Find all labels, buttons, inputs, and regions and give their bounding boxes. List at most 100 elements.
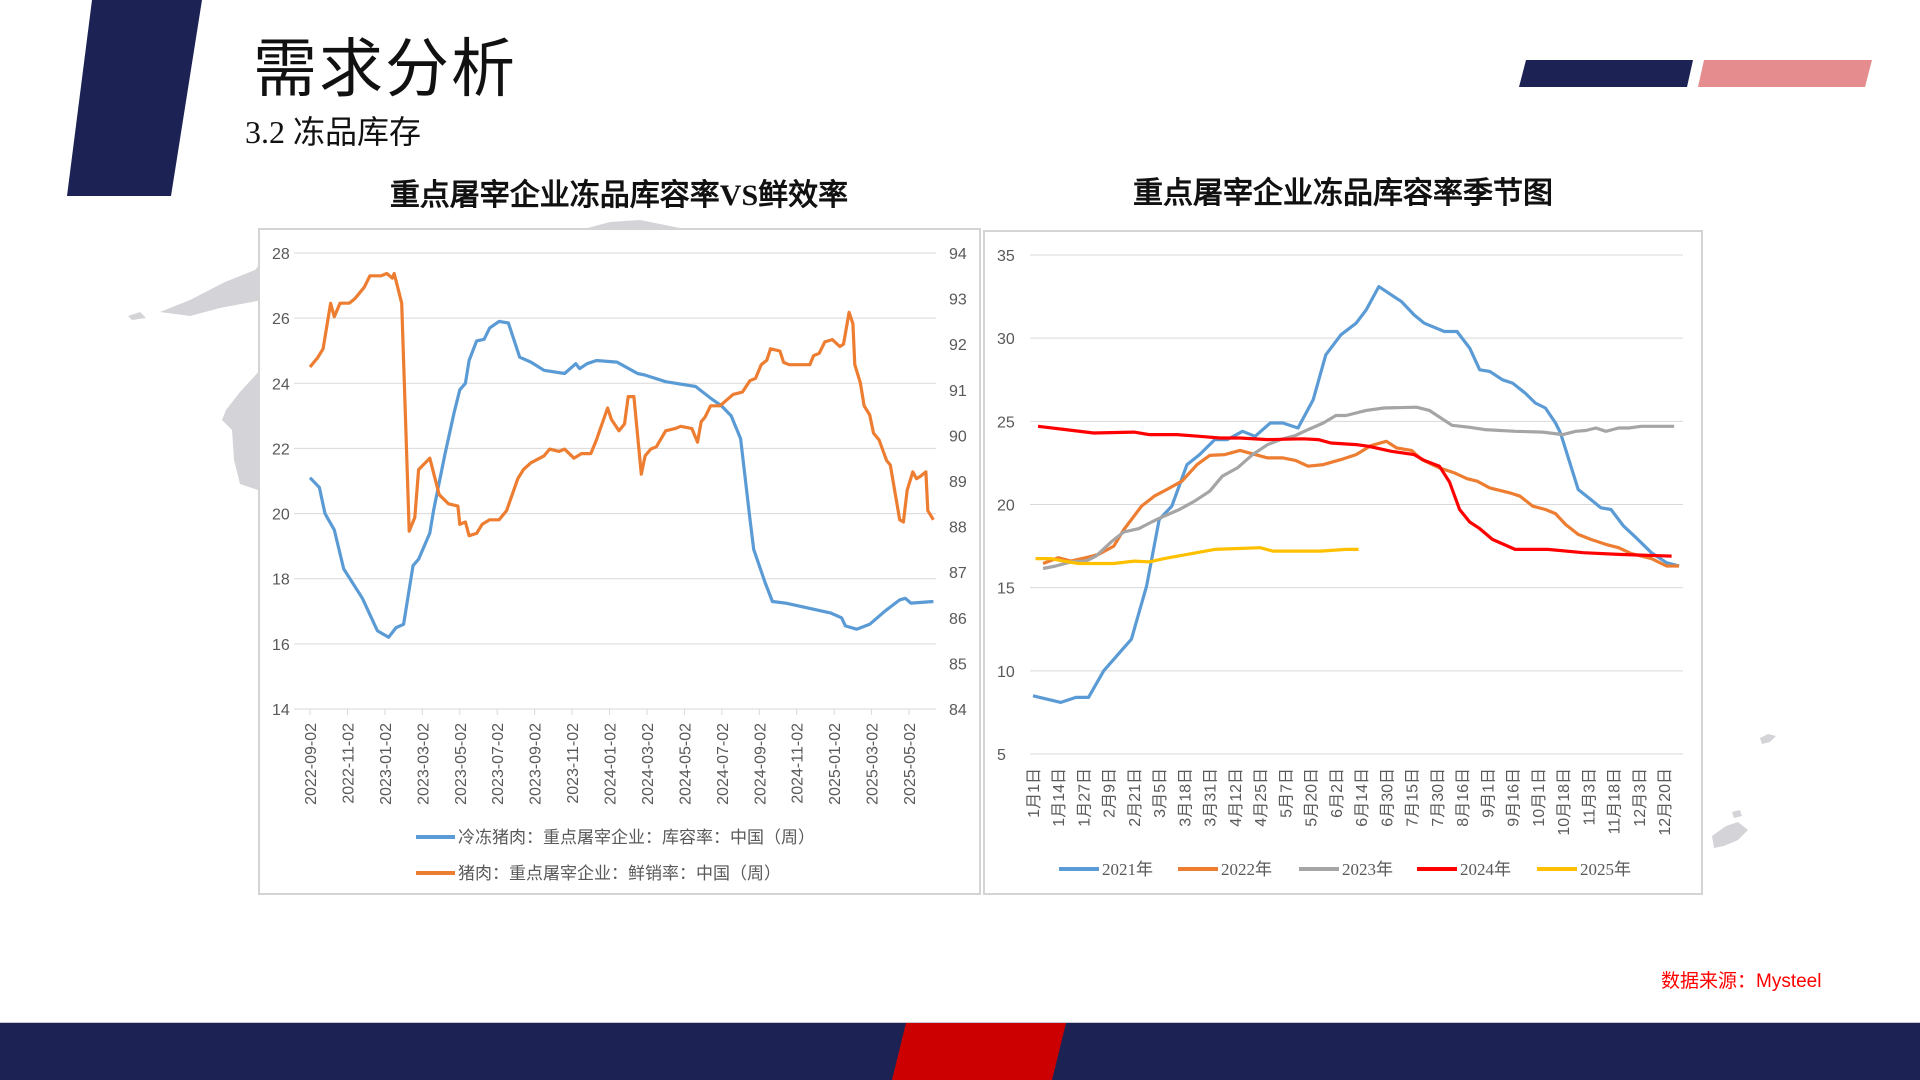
x-tick-label: 2024-05-02 [677, 723, 694, 805]
x-category-label: 3月18日 [1177, 768, 1194, 827]
left-navy-banner [67, 0, 202, 196]
x-category-label: 3月31日 [1203, 768, 1220, 827]
map-island-east-2 [1732, 810, 1742, 818]
x-category-label: 9月1日 [1480, 768, 1497, 818]
y-tick: 20 [997, 498, 1015, 515]
series-line-1 [308, 271, 935, 538]
x-category-label: 2月9日 [1102, 768, 1119, 818]
right-y-tick: 93 [949, 292, 967, 309]
map-landmass-east [1712, 822, 1748, 848]
series-line-2023年 [1042, 405, 1675, 571]
x-tick-label: 2023-11-02 [565, 723, 582, 804]
y-tick: 5 [997, 747, 1006, 764]
series-line-2022年 [1042, 439, 1680, 568]
x-category-label: 1月1日 [1026, 768, 1043, 818]
right-chart-plot: 35 30 25 20 15 10 5 1月1日 1月14日 1月27日 2月9日 2月21日 3月5日… [997, 248, 1683, 879]
x-tick-label: 2024-01-02 [603, 723, 620, 805]
top-right-pink-bar [1698, 60, 1872, 87]
y-tick: 35 [997, 248, 1015, 265]
x-category-label: 11月3日 [1581, 768, 1598, 826]
x-tick-label: 2023-09-02 [528, 723, 545, 805]
left-y-tick: 18 [272, 572, 290, 589]
x-category-label: 6月2日 [1329, 768, 1346, 818]
series-line-2024年 [1037, 424, 1672, 558]
y-tick: 10 [997, 664, 1015, 681]
left-chart-title: 重点屠宰企业冻品库容率VS鲜效率 [389, 179, 849, 212]
right-y-tick: 85 [949, 656, 967, 673]
x-tick-label: 2022-11-02 [340, 723, 357, 804]
x-category-label: 8月16日 [1455, 768, 1472, 827]
series-line-2025年 [1035, 546, 1359, 566]
right-y-tick: 89 [949, 474, 967, 491]
right-y-tick: 88 [949, 520, 967, 537]
x-category-label: 10月1日 [1531, 768, 1548, 827]
left-y-tick: 24 [272, 376, 290, 393]
x-category-label: 10月18日 [1556, 768, 1573, 836]
y-tick: 25 [997, 414, 1015, 431]
x-category-label: 11月18日 [1607, 768, 1624, 834]
right-y-tick: 90 [949, 428, 967, 445]
left-chart-plot: 28 26 24 22 20 18 16 14 94 93 92 91 90 89 88 87 86 85 84 20… [272, 246, 967, 883]
footer-band [0, 1022, 1920, 1080]
legend-label: 2023年 [1342, 860, 1393, 879]
left-y-tick: 22 [272, 441, 290, 458]
x-category-label: 4月25日 [1253, 768, 1270, 827]
map-landmass-top [580, 220, 690, 230]
x-category-label: 6月30日 [1379, 768, 1396, 827]
x-tick-label: 2022-09-02 [303, 723, 320, 805]
legend-label: 2024年 [1460, 860, 1511, 879]
legend-label: 2022年 [1221, 860, 1272, 879]
data-source-note: 数据来源：Mysteel [1661, 971, 1822, 992]
right-y-tick: 86 [949, 611, 967, 628]
x-tick-label: 2023-01-02 [378, 723, 395, 805]
x-category-label: 7月15日 [1405, 768, 1422, 827]
x-tick-label: 2023-03-02 [415, 723, 432, 805]
legend-label: 2025年 [1580, 860, 1631, 879]
page-title: 需求分析 [253, 34, 517, 105]
right-y-tick: 84 [949, 702, 967, 719]
x-category-label: 12月20日 [1657, 768, 1674, 836]
x-category-label: 1月27日 [1076, 768, 1093, 827]
x-category-label: 3月5日 [1152, 768, 1169, 818]
x-category-label: 7月30日 [1430, 768, 1447, 827]
right-y-tick: 94 [949, 246, 967, 263]
legend-label: 2021年 [1102, 860, 1153, 879]
right-chart: 35 30 25 20 15 10 5 1月1日 1月14日 1月27日 2月9日 2月21日 3月5日… [983, 230, 1703, 895]
map-island-west [128, 312, 146, 320]
x-category-label: 2月21日 [1127, 768, 1144, 827]
x-tick-label: 2025-05-02 [902, 723, 919, 805]
section-subtitle: 3.2 冻品库存 [245, 114, 422, 150]
left-y-tick: 20 [272, 507, 290, 524]
series-line-0 [308, 319, 934, 639]
right-y-tick: 91 [949, 383, 967, 400]
x-tick-label: 2024-07-02 [715, 723, 732, 805]
x-tick-label: 2024-03-02 [640, 723, 657, 805]
x-category-label: 6月14日 [1354, 768, 1371, 827]
left-y-tick: 14 [272, 702, 290, 719]
left-y-tick: 16 [272, 637, 290, 654]
x-category-label: 12月3日 [1632, 768, 1649, 827]
x-category-label: 5月20日 [1304, 768, 1321, 827]
left-chart: 28 26 24 22 20 18 16 14 94 93 92 91 90 89 88 87 86 85 84 20… [258, 228, 981, 895]
x-tick-label: 2025-01-02 [827, 723, 844, 805]
left-y-tick: 28 [272, 246, 290, 263]
y-tick: 15 [997, 581, 1015, 598]
right-y-tick: 87 [949, 565, 967, 582]
legend-label: 猪肉：重点屠宰企业：鲜销率：中国（周） [458, 864, 781, 883]
footer-red-accent [892, 1023, 1066, 1080]
top-right-navy-bar [1519, 60, 1693, 87]
header-decorations [67, 0, 1872, 196]
right-y-tick: 92 [949, 337, 967, 354]
x-category-label: 1月14日 [1051, 768, 1068, 827]
map-landmass-west-2 [222, 368, 262, 490]
left-y-tick: 26 [272, 311, 290, 328]
x-tick-label: 2024-11-02 [790, 723, 807, 804]
x-tick-label: 2024-09-02 [752, 723, 769, 805]
x-category-label: 5月7日 [1278, 768, 1295, 818]
y-tick: 30 [997, 331, 1015, 348]
x-tick-label: 2025-03-02 [865, 723, 882, 805]
x-tick-label: 2023-07-02 [490, 723, 507, 805]
map-island-east [1760, 734, 1776, 744]
map-landmass-west [160, 262, 262, 316]
